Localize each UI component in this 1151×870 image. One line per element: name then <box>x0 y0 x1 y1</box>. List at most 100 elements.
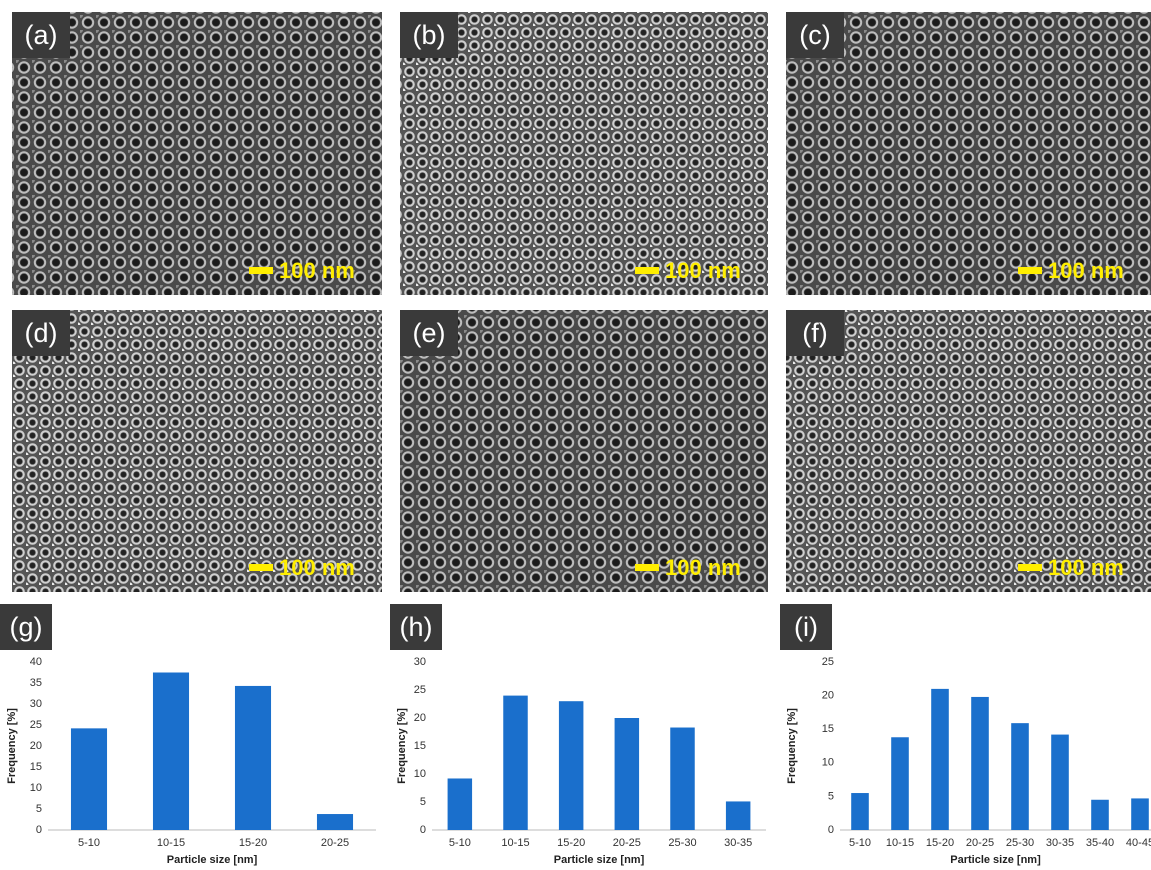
y-tick-label: 30 <box>30 698 42 710</box>
panel-label: (g) <box>10 612 43 642</box>
panel-label: (a) <box>25 20 58 50</box>
y-tick-label: 15 <box>822 723 834 735</box>
label-box <box>0 604 52 650</box>
sem-image <box>400 310 768 592</box>
y-tick-label: 10 <box>822 757 834 769</box>
scale-bar <box>249 564 273 571</box>
y-tick-label: 10 <box>30 782 42 794</box>
x-tick-label: 25-30 <box>1006 837 1034 849</box>
label-box <box>390 604 442 650</box>
panel-label: (f) <box>802 318 827 348</box>
bar <box>851 793 869 830</box>
x-tick-label: 5-10 <box>849 837 871 849</box>
sem-image <box>400 12 768 295</box>
y-tick-label: 5 <box>828 790 834 802</box>
bar <box>1131 798 1149 830</box>
bar <box>1011 723 1029 830</box>
x-tick-label: 10-15 <box>886 837 914 849</box>
bar <box>971 696 989 830</box>
bar <box>1091 799 1109 830</box>
bar <box>70 728 108 830</box>
y-tick-label: 20 <box>30 740 42 752</box>
scale-bar-label: 100 nm <box>279 258 355 283</box>
y-tick-label: 20 <box>822 690 834 702</box>
sem-image <box>12 310 382 592</box>
y-tick-label: 40 <box>30 656 42 668</box>
bar <box>931 688 949 830</box>
y-tick-label: 0 <box>828 824 834 836</box>
panel-label: (c) <box>799 20 830 50</box>
x-axis-title: Particle size [nm] <box>950 854 1041 866</box>
scale-bar-label: 100 nm <box>1048 555 1124 580</box>
y-axis-title: Frequency [%] <box>396 708 408 784</box>
scale-bar <box>1018 564 1042 571</box>
scale-bar-label: 100 nm <box>665 555 741 580</box>
x-axis-title: Particle size [nm] <box>554 854 645 866</box>
x-tick-label: 35-40 <box>1086 837 1114 849</box>
y-tick-label: 15 <box>414 740 426 752</box>
y-tick-label: 15 <box>30 761 42 773</box>
bar <box>1051 734 1069 830</box>
panel-label: (d) <box>25 318 58 348</box>
x-tick-label: 20-25 <box>966 837 994 849</box>
y-tick-label: 5 <box>420 796 426 808</box>
y-axis-title: Frequency [%] <box>786 708 798 784</box>
scale-bar <box>635 267 659 274</box>
bar <box>447 778 473 830</box>
y-tick-label: 10 <box>414 768 426 780</box>
panel-label: (h) <box>400 612 433 642</box>
scale-bar <box>1018 267 1042 274</box>
x-tick-label: 25-30 <box>668 837 696 849</box>
x-tick-label: 30-35 <box>724 837 752 849</box>
y-tick-label: 25 <box>414 684 426 696</box>
y-tick-label: 25 <box>30 719 42 731</box>
bar <box>234 685 272 830</box>
label-box <box>400 310 458 356</box>
x-tick-label: 10-15 <box>501 837 529 849</box>
x-axis-title: Particle size [nm] <box>167 854 258 866</box>
sem-image <box>786 12 1151 295</box>
x-tick-label: 20-25 <box>613 837 641 849</box>
scale-bar-label: 100 nm <box>665 258 741 283</box>
label-box <box>780 604 832 650</box>
scale-bar <box>249 267 273 274</box>
bar <box>558 701 584 830</box>
y-tick-label: 0 <box>420 824 426 836</box>
y-axis-title: Frequency [%] <box>6 708 18 784</box>
y-tick-label: 30 <box>414 656 426 668</box>
sem-image <box>12 12 382 295</box>
bar <box>614 718 640 830</box>
y-tick-label: 35 <box>30 677 42 689</box>
x-tick-label: 20-25 <box>321 837 349 849</box>
x-tick-label: 5-10 <box>449 837 471 849</box>
x-tick-label: 15-20 <box>557 837 585 849</box>
x-tick-label: 5-10 <box>78 837 100 849</box>
bar <box>891 737 909 830</box>
label-box <box>786 12 844 58</box>
panel-label: (b) <box>413 20 446 50</box>
x-tick-label: 15-20 <box>239 837 267 849</box>
x-tick-label: 40-45 <box>1126 837 1151 849</box>
scale-bar-label: 100 nm <box>1048 258 1124 283</box>
label-box <box>786 310 844 356</box>
scale-bar <box>635 564 659 571</box>
panel-label: (e) <box>413 318 446 348</box>
scale-bar-label: 100 nm <box>279 555 355 580</box>
bar <box>725 801 751 830</box>
y-tick-label: 25 <box>822 656 834 668</box>
sem-image <box>786 310 1151 592</box>
y-tick-label: 20 <box>414 712 426 724</box>
x-tick-label: 30-35 <box>1046 837 1074 849</box>
label-box <box>12 310 70 356</box>
x-tick-label: 15-20 <box>926 837 954 849</box>
x-tick-label: 10-15 <box>157 837 185 849</box>
bar <box>152 672 190 830</box>
bar <box>670 727 695 830</box>
label-box <box>12 12 70 58</box>
y-tick-label: 5 <box>36 803 42 815</box>
y-tick-label: 0 <box>36 824 42 836</box>
label-box <box>400 12 458 58</box>
panel-label: (i) <box>794 612 818 642</box>
bar <box>316 814 354 830</box>
